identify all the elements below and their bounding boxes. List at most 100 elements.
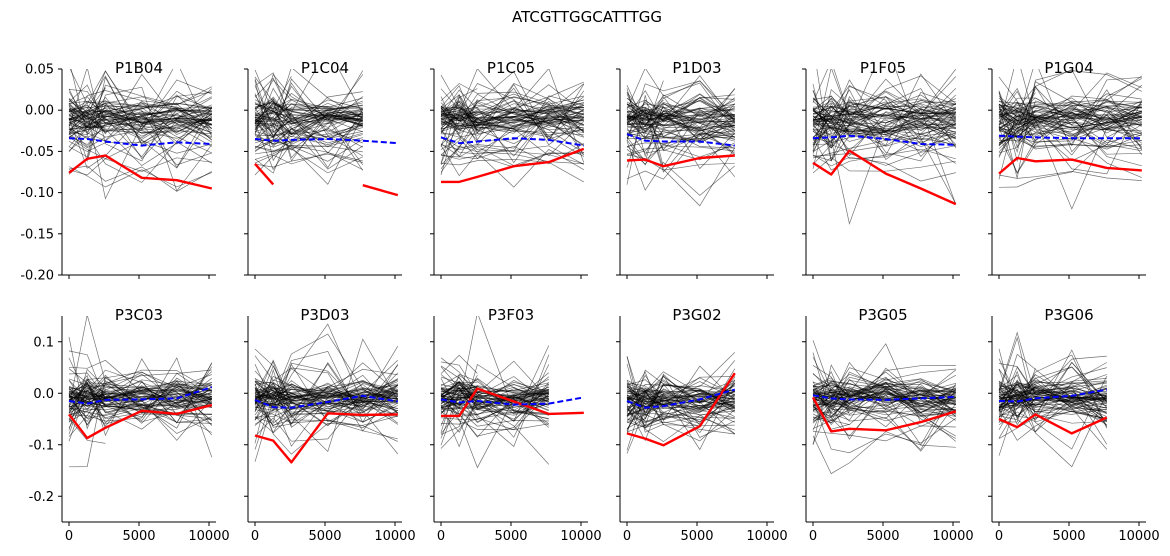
mean-line [998, 388, 1107, 403]
highlight-line [254, 412, 398, 464]
subplot-title: P1C04 [301, 59, 349, 77]
background-trace [626, 115, 735, 136]
background-trace [998, 114, 1143, 144]
background-trace [254, 379, 398, 402]
plot-area [626, 69, 736, 207]
background-trace [812, 106, 956, 131]
background-trace [440, 411, 549, 425]
plot-area [254, 69, 399, 197]
background-trace [626, 421, 735, 435]
background-trace [254, 69, 363, 133]
background-trace [254, 348, 399, 405]
y-tick-label: -0.10 [20, 186, 54, 201]
background-trace [998, 106, 1142, 119]
subplot-p1c05: P1C05 [430, 59, 588, 279]
background-trace [440, 83, 585, 164]
background-trace [626, 97, 735, 123]
background-trace [812, 425, 956, 442]
highlight-line [254, 163, 399, 197]
background-trace [998, 139, 1142, 188]
background-trace [626, 384, 735, 408]
background-trace [812, 95, 956, 129]
background-trace [68, 396, 212, 428]
background-trace [440, 381, 549, 397]
background-trace [68, 165, 212, 192]
background-trace [626, 379, 735, 397]
background-trace [254, 333, 399, 414]
x-tick-label: 0 [251, 529, 259, 544]
background-trace [998, 389, 1108, 439]
background-trace [812, 69, 957, 117]
mean-line [812, 394, 956, 401]
background-trace [812, 368, 956, 398]
background-trace [998, 109, 1143, 156]
background-trace [998, 76, 1142, 153]
background-trace [440, 145, 584, 170]
background-trace [68, 385, 212, 408]
background-trace [812, 378, 956, 413]
background-trace [440, 380, 549, 403]
background-trace [998, 361, 1108, 421]
background-trace [254, 77, 363, 128]
background-trace [440, 360, 550, 400]
background-trace [68, 102, 212, 110]
background-trace [68, 69, 212, 162]
background-trace [626, 391, 735, 414]
background-trace [68, 89, 212, 158]
background-trace [254, 99, 363, 133]
background-trace [812, 108, 957, 205]
background-trace [68, 378, 212, 406]
x-tick-label: 10000 [188, 529, 229, 544]
background-trace [440, 152, 584, 168]
subplot-p3g05: P3G05 0 5000 10000 [802, 306, 974, 544]
subplot-p1f05: P1F05 [802, 59, 960, 279]
highlight-line [626, 154, 735, 168]
background-trace [254, 404, 398, 442]
background-trace [68, 90, 212, 132]
plot-area [440, 69, 585, 188]
background-trace [626, 383, 735, 403]
y-tick-label: -0.20 [20, 269, 54, 284]
background-trace [440, 105, 584, 124]
background-trace [812, 386, 956, 408]
background-trace [440, 114, 584, 145]
background-trace [254, 374, 399, 462]
background-trace [254, 153, 363, 168]
background-trace [998, 396, 1107, 422]
background-trace [440, 144, 584, 165]
background-trace [998, 366, 1108, 402]
mean-line [254, 137, 398, 145]
background-trace [812, 90, 956, 116]
background-trace [68, 384, 212, 404]
background-trace [998, 135, 1036, 149]
highlight-line [441, 387, 584, 418]
x-tick-label: 0 [995, 529, 1003, 544]
background-trace [440, 96, 585, 126]
background-trace [440, 104, 584, 125]
background-trace [440, 376, 550, 420]
background-trace [440, 84, 585, 134]
background-trace [626, 414, 735, 424]
background-trace [626, 103, 735, 163]
background-trace [68, 108, 213, 146]
x-tick-label: 0 [437, 529, 445, 544]
background-trace [626, 393, 664, 430]
background-trace [626, 389, 735, 395]
background-trace [254, 382, 398, 412]
background-trace [812, 129, 956, 164]
background-trace [998, 366, 1108, 409]
background-trace [440, 398, 549, 426]
background-trace [254, 152, 363, 165]
background-trace [812, 391, 956, 425]
subplot-title: P1D03 [672, 59, 721, 77]
background-trace [440, 363, 549, 435]
x-tick-label: 10000 [560, 529, 601, 544]
background-trace [254, 384, 398, 409]
background-trace [440, 99, 478, 134]
background-trace [998, 101, 1142, 125]
background-trace [998, 110, 1142, 129]
background-trace [998, 76, 1143, 150]
background-trace [626, 397, 735, 423]
background-trace [626, 393, 735, 427]
background-trace [440, 122, 584, 148]
